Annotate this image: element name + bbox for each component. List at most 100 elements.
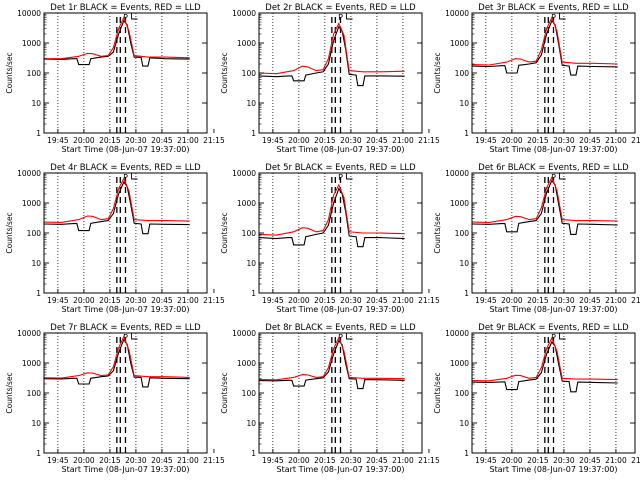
series-line-events [258, 339, 405, 390]
x-tick-label: 19:45 [47, 136, 69, 145]
x-tick-label: 20:00 [501, 296, 523, 305]
series-line-lld [43, 177, 190, 223]
y-tick-label: 10 [31, 419, 41, 428]
x-axis-label: Start Time (08-Jun-07 19:37:00) [490, 305, 618, 314]
y-tick-label: 10000 [232, 329, 256, 338]
y-tick-label: 1000 [450, 199, 469, 208]
x-tick-label: 20:30 [125, 296, 147, 305]
x-tick-label: 20:30 [125, 456, 147, 465]
x-tick-label: 21:15 [631, 296, 640, 305]
x-tick-label: 20:45 [151, 296, 173, 305]
y-tick-label: 100 [27, 229, 42, 238]
x-tick-label: 21:15 [631, 456, 640, 465]
y-tick-label: 1 [464, 129, 469, 138]
series-line-events [43, 180, 190, 235]
x-tick-label: 21:15 [203, 456, 225, 465]
series-line-events [258, 25, 405, 87]
x-tick-label: 21:00 [605, 136, 627, 145]
corner-marker [559, 173, 566, 180]
x-tick-label: 21:15 [203, 136, 225, 145]
corner-marker [131, 333, 138, 340]
x-tick-label: 20:15 [527, 296, 549, 305]
y-tick-label: 10 [31, 99, 41, 108]
x-axis-label: Start Time (08-Jun-07 19:37:00) [277, 465, 405, 474]
y-tick-label: 100 [242, 389, 257, 398]
peak-annotation: P [123, 333, 128, 342]
peak-annotation: P [338, 13, 343, 22]
x-axis-label: Start Time (08-Jun-07 19:37:00) [62, 145, 190, 154]
x-tick-label: 19:45 [475, 136, 497, 145]
y-tick-label: 1 [36, 449, 41, 458]
x-tick-label: 21:15 [418, 136, 440, 145]
y-tick-label: 10 [246, 259, 256, 268]
x-tick-label: 20:15 [527, 456, 549, 465]
x-tick-label: 21:00 [177, 456, 199, 465]
x-tick-label: 20:00 [501, 136, 523, 145]
y-tick-label: 1 [464, 449, 469, 458]
series-line-events [471, 340, 618, 393]
panel-title: Det 9r BLACK = Events, RED = LLD [478, 323, 629, 333]
x-tick-label: 20:00 [288, 296, 310, 305]
x-tick-label: 20:00 [73, 136, 95, 145]
x-tick-label: 20:00 [501, 456, 523, 465]
x-tick-label: 21:00 [605, 456, 627, 465]
peak-annotation: P [338, 173, 343, 182]
panel-title: Det 7r BLACK = Events, RED = LLD [50, 323, 201, 333]
y-axis-label: Counts/sec [433, 212, 442, 253]
peak-annotation: P [551, 333, 556, 342]
x-tick-label: 19:45 [47, 456, 69, 465]
series-line-lld [471, 336, 618, 382]
series-line-events [471, 179, 618, 235]
peak-annotation: P [551, 13, 556, 22]
y-axis-label: Counts/sec [5, 372, 14, 413]
x-tick-label: 20:45 [366, 296, 388, 305]
x-tick-label: 20:15 [99, 456, 121, 465]
y-tick-label: 10000 [17, 9, 41, 18]
series-line-events [43, 338, 190, 388]
x-tick-label: 19:45 [262, 296, 284, 305]
series-line-lld [471, 16, 618, 66]
corner-marker [346, 173, 353, 180]
x-tick-label: 21:00 [392, 296, 414, 305]
x-tick-label: 19:45 [262, 456, 284, 465]
y-tick-label: 10000 [232, 9, 256, 18]
corner-marker [559, 333, 566, 340]
y-tick-label: 10 [459, 99, 469, 108]
x-tick-label: 19:45 [262, 136, 284, 145]
corner-marker [346, 333, 353, 340]
series-line-lld [44, 16, 190, 60]
y-axis-label: Counts/sec [220, 212, 229, 253]
y-tick-label: 10000 [445, 329, 469, 338]
y-tick-label: 100 [242, 229, 257, 238]
x-tick-label: 20:00 [288, 136, 310, 145]
x-tick-label: 20:15 [314, 456, 336, 465]
y-tick-label: 100 [455, 229, 470, 238]
x-tick-label: 21:00 [392, 456, 414, 465]
series-line-lld [258, 336, 405, 381]
x-tick-label: 21:00 [177, 296, 199, 305]
y-tick-label: 1000 [237, 359, 256, 368]
series-line-lld [258, 22, 405, 75]
y-tick-label: 1 [251, 289, 256, 298]
x-tick-label: 20:00 [288, 456, 310, 465]
y-tick-label: 10 [31, 259, 41, 268]
y-tick-label: 1 [251, 449, 256, 458]
x-tick-label: 20:30 [553, 456, 575, 465]
x-tick-label: 20:15 [314, 296, 336, 305]
panel-title: Det 8r BLACK = Events, RED = LLD [265, 323, 416, 333]
series-line-lld [258, 183, 405, 236]
y-tick-label: 1000 [237, 39, 256, 48]
y-tick-label: 100 [27, 389, 42, 398]
x-tick-label: 20:30 [340, 296, 362, 305]
x-tick-label: 21:00 [605, 296, 627, 305]
x-axis-label: Start Time (08-Jun-07 19:37:00) [62, 465, 190, 474]
x-tick-label: 19:45 [475, 456, 497, 465]
panel-title: Det 3r BLACK = Events, RED = LLD [478, 3, 629, 13]
y-tick-label: 1 [251, 129, 256, 138]
y-tick-label: 1 [464, 289, 469, 298]
